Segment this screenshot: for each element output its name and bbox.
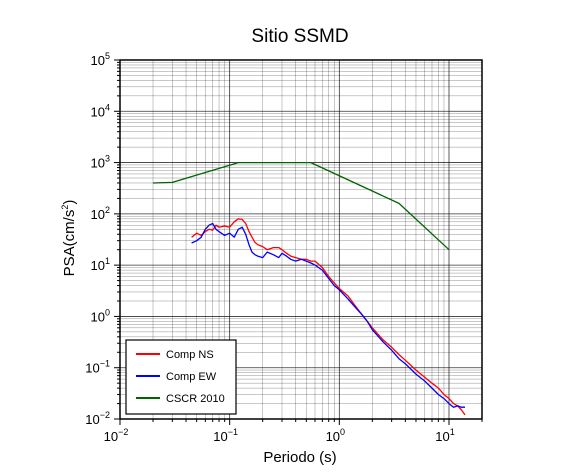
y-tick-label: 103	[91, 154, 110, 171]
y-axis-label: PSA(cm/s2)	[60, 200, 78, 277]
legend-label-0: Comp NS	[166, 349, 214, 361]
plot-frame	[119, 59, 483, 420]
y-tick-label: 102	[91, 205, 110, 222]
legend: Comp NS Comp EW CSCR 2010	[125, 339, 237, 415]
y-axis-label-sup: 2	[60, 205, 70, 210]
x-tick-label: 100	[326, 427, 345, 444]
legend-label-2: CSCR 2010	[166, 393, 225, 405]
y-tick-label: 104	[91, 102, 110, 119]
y-tick-label: 10−2	[85, 410, 110, 427]
x-tick-label: 10−1	[213, 427, 238, 444]
ticks	[114, 59, 483, 425]
series-line-1	[191, 222, 465, 408]
x-axis-label: Periodo (s)	[263, 449, 336, 466]
series-layer	[152, 161, 466, 416]
tick-labels: 10−2 10−1 100 101 10−2 10−1 100 101 102 103 104 105	[85, 51, 454, 444]
y-axis-label-close: )	[61, 200, 78, 205]
x-tick-label: 101	[435, 427, 454, 444]
y-tick-label: 100	[91, 307, 110, 324]
y-tick-label: 10−1	[85, 359, 110, 376]
y-axis-label-main: PSA(cm/s	[61, 210, 78, 277]
y-tick-label: 105	[91, 51, 110, 68]
y-tick-label: 101	[91, 256, 110, 273]
chart-title: Sitio SSMD	[251, 26, 348, 47]
series-line-2	[152, 161, 450, 251]
x-tick-label: 10−2	[104, 427, 129, 444]
legend-label-1: Comp EW	[166, 371, 217, 383]
